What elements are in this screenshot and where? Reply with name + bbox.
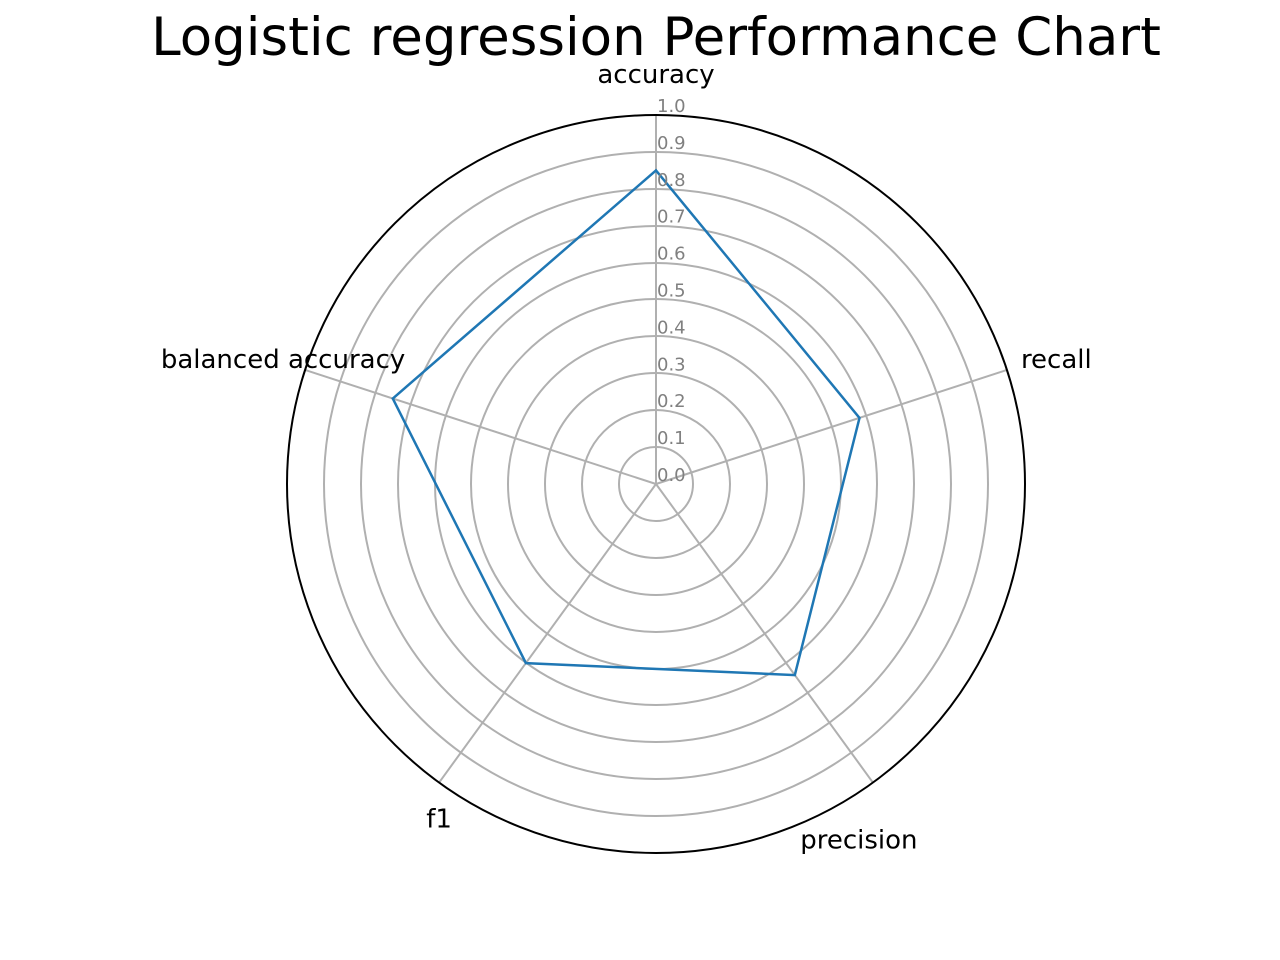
r-tick-label: 0.4 (657, 317, 686, 338)
spoke-f1 (438, 483, 657, 784)
outer-ring (286, 114, 1026, 854)
series-line-0 (391, 168, 861, 677)
r-tick-label: 0.7 (657, 207, 686, 228)
r-tick-label: 0.2 (657, 391, 686, 412)
axis-label-precision: precision (800, 826, 917, 856)
radial-tick-labels: 0.0 0.1 0.2 0.3 0.4 0.5 0.6 0.7 0.8 0.9 1.0 (657, 96, 686, 486)
axis-labels: accuracy recall precision f1 balanced accura… (161, 60, 1092, 856)
axis-label-f1: f1 (426, 805, 452, 835)
spoke-balanced-accuracy (304, 369, 657, 485)
r-tick-label: 0.6 (657, 244, 686, 265)
r-tick-label: 0.1 (657, 428, 686, 449)
outer-circle (286, 114, 1026, 854)
r-tick-label: 0.5 (657, 281, 686, 302)
axis-label-accuracy: accuracy (597, 60, 714, 90)
r-tick-label: 0.3 (657, 354, 686, 375)
axis-spokes (304, 115, 1008, 784)
axis-label-balanced-accuracy: balanced accuracy (161, 345, 405, 375)
spoke-recall (655, 369, 1008, 485)
r-tick-label: 1.0 (657, 96, 686, 117)
spoke-precision (655, 483, 874, 784)
r-tick-label: 0.0 (657, 465, 686, 486)
r-tick-label: 0.9 (657, 133, 686, 154)
chart-title: Logistic regression Performance Chart (151, 7, 1161, 68)
series-layer (391, 168, 861, 677)
axis-label-recall: recall (1021, 345, 1092, 375)
r-tick-label: 0.8 (657, 170, 686, 191)
